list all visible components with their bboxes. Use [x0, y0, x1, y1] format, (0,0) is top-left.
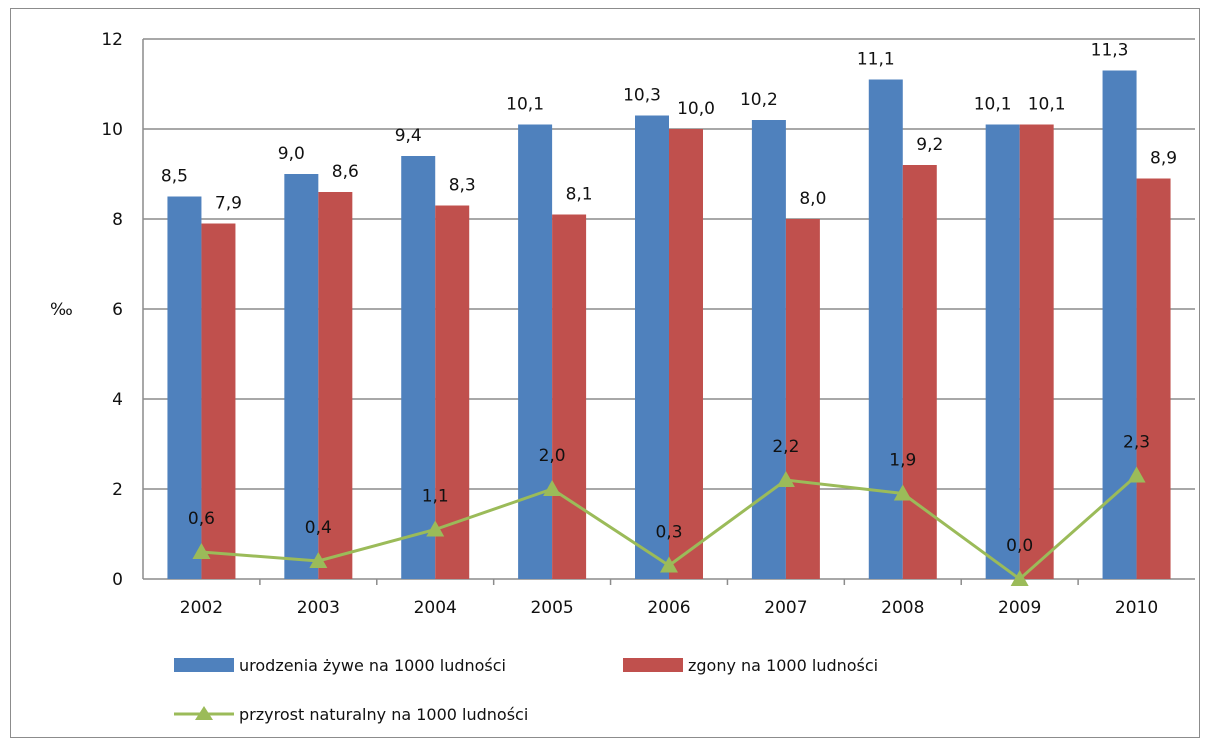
data-label-growth: 2,2 [772, 437, 799, 457]
bar-deaths [903, 165, 937, 579]
data-label-deaths: 7,9 [215, 194, 242, 214]
legend-swatch-deaths [623, 658, 683, 672]
y-axis-label: ‰ [50, 300, 73, 320]
legend-label-deaths: zgony na 1000 ludności [688, 656, 878, 675]
data-label-growth: 1,9 [889, 451, 916, 471]
bar-births [635, 116, 669, 580]
x-tick-label: 2007 [764, 598, 807, 618]
x-tick-label: 2003 [297, 598, 340, 618]
y-tick-label: 0 [112, 570, 123, 590]
x-tick-label: 2006 [647, 598, 690, 618]
data-label-growth: 2,3 [1123, 433, 1150, 453]
y-tick-label: 2 [112, 480, 123, 500]
data-label-births: 10,2 [740, 90, 778, 110]
legend-label-growth: przyrost naturalny na 1000 ludności [239, 705, 528, 724]
bar-births [986, 125, 1020, 580]
data-label-deaths: 8,6 [332, 162, 359, 182]
data-label-growth: 0,3 [655, 523, 682, 543]
x-tick-label: 2009 [998, 598, 1041, 618]
bar-births [869, 80, 903, 580]
y-tick-label: 12 [101, 30, 123, 50]
data-label-births: 10,1 [506, 95, 544, 115]
data-label-births: 9,0 [278, 144, 305, 164]
bar-deaths [669, 129, 703, 579]
legend-swatch-births [174, 658, 234, 672]
data-label-births: 11,3 [1091, 41, 1129, 61]
data-label-growth: 0,0 [1006, 536, 1033, 556]
data-label-deaths: 8,9 [1150, 149, 1177, 169]
bar-births [401, 156, 435, 579]
y-tick-label: 10 [101, 120, 123, 140]
bar-deaths [1020, 125, 1054, 580]
y-tick-label: 4 [112, 390, 123, 410]
x-tick-label: 2002 [180, 598, 223, 618]
y-tick-label: 8 [112, 210, 123, 230]
x-tick-label: 2005 [530, 598, 573, 618]
y-tick-label: 6 [112, 300, 123, 320]
data-label-deaths: 8,0 [799, 189, 826, 209]
legend-label-births: urodzenia żywe na 1000 ludności [239, 656, 506, 675]
data-label-births: 10,3 [623, 86, 661, 106]
x-tick-label: 2008 [881, 598, 924, 618]
data-label-births: 9,4 [395, 126, 422, 146]
bar-births [518, 125, 552, 580]
bar-deaths [552, 215, 586, 580]
population-chart: 0 2 4 6 8 10 12 2002 2003 2004 2005 2006 2007 2008 200… [11, 9, 1199, 737]
data-label-deaths: 8,1 [566, 185, 593, 205]
bar-deaths [1137, 179, 1171, 580]
x-tick-label: 2004 [414, 598, 457, 618]
data-label-growth: 2,0 [539, 446, 566, 466]
data-label-deaths: 9,2 [916, 135, 943, 155]
data-label-births: 11,1 [857, 50, 895, 70]
legend: urodzenia żywe na 1000 ludności zgony na… [174, 656, 878, 724]
data-label-growth: 1,1 [422, 487, 449, 507]
data-label-growth: 0,4 [305, 518, 332, 538]
data-label-growth: 0,6 [188, 509, 215, 529]
x-tick-label: 2010 [1115, 598, 1158, 618]
bars [167, 71, 1170, 580]
bar-deaths [786, 219, 820, 579]
chart-frame: 0 2 4 6 8 10 12 2002 2003 2004 2005 2006 2007 2008 200… [10, 8, 1200, 738]
data-label-deaths: 8,3 [449, 176, 476, 196]
data-label-births: 8,5 [161, 167, 188, 187]
data-label-deaths: 10,1 [1028, 95, 1066, 115]
data-label-births: 10,1 [974, 95, 1012, 115]
data-label-deaths: 10,0 [677, 99, 715, 119]
bar-births [752, 120, 786, 579]
